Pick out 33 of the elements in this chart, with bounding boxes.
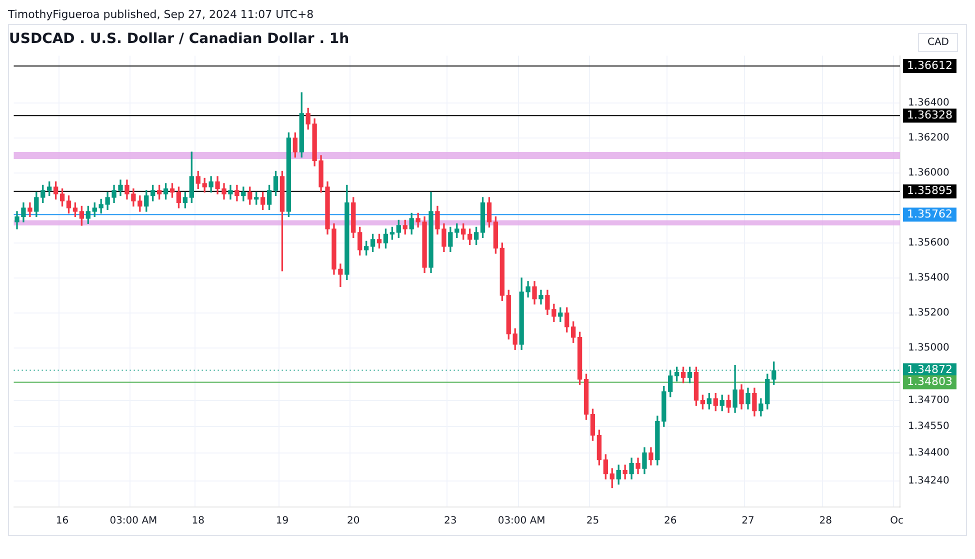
y-tick-label: 1.35200 — [908, 307, 950, 318]
x-tick-label: Oc — [890, 516, 904, 527]
x-tick-label: 27 — [742, 516, 754, 527]
ref-line-label: 1.36612 — [907, 58, 952, 72]
ref-line-label: 1.36328 — [907, 108, 952, 122]
y-tick-label: 1.34550 — [908, 421, 950, 432]
x-tick-label: 25 — [586, 516, 600, 527]
y-tick-label: 1.34700 — [908, 394, 950, 406]
y-tick-label: 1.35000 — [908, 342, 950, 354]
x-tick-label: 23 — [444, 516, 457, 527]
x-tick-label: 20 — [347, 516, 360, 527]
y-tick-label: 1.34400 — [908, 447, 950, 458]
y-tick-label: 1.35600 — [908, 238, 950, 249]
text: CAD — [918, 33, 958, 52]
ref-line-label: 1.34803 — [907, 375, 952, 388]
chart-title: USDCAD . U.S. Dollar / Canadian Dollar . 1h — [9, 31, 350, 48]
y-tick-label: 1.36200 — [908, 132, 950, 144]
y-tick-label: 1.35400 — [908, 272, 950, 284]
x-tick-label: 28 — [819, 516, 832, 527]
x-tick-label: 03:00 AM — [110, 516, 158, 527]
y-tick-label: 1.34240 — [908, 475, 950, 486]
x-tick-label: 03:00 AM — [498, 516, 546, 527]
x-tick-label: 19 — [276, 516, 289, 527]
x-tick-label: 26 — [664, 516, 677, 527]
ref-line-label: 1.35762 — [907, 207, 952, 220]
y-tick-label: 1.36400 — [908, 98, 950, 109]
candlestick — [622, 464, 628, 480]
ref-line-label: 1.34872 — [907, 363, 952, 376]
y-tick-label: 1.36000 — [908, 168, 950, 179]
chart-subtitle: TimothyFigueroa published, Sep 27, 2024 11:07 UTC+8 — [8, 8, 315, 23]
ref-line-label: 1.35895 — [907, 184, 952, 198]
x-tick-label: 18 — [192, 516, 204, 527]
x-tick-label: 16 — [56, 516, 69, 527]
